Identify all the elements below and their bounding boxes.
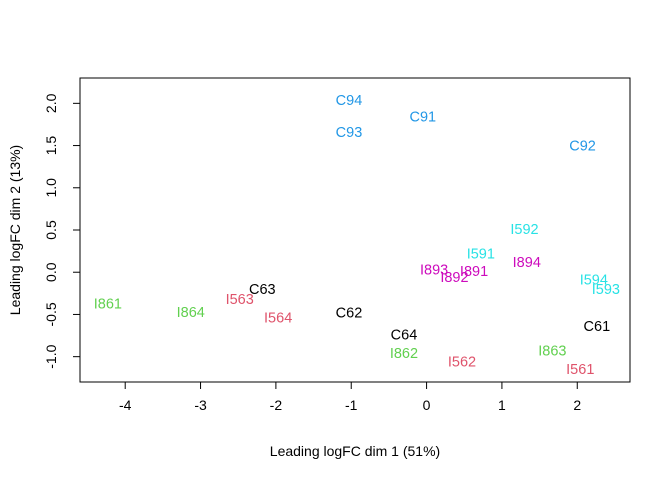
y-axis: -1.0 -0.5 0.0 0.5 1.0 1.5 2.0 [43,93,81,369]
y-tick-label: 0.5 [43,220,59,240]
point-label-c91: C91 [410,110,437,126]
point-label-c61: C61 [584,319,611,335]
point-label-i563: I563 [226,292,254,308]
y-tick-label: 0.0 [43,262,59,282]
point-label-i862: I862 [390,346,418,362]
y-axis-label: Leading logFC dim 2 (13%) [7,145,23,315]
x-tick-label: -3 [194,397,207,413]
x-axis: -4 -3 -2 -1 0 1 2 [119,381,581,413]
point-label-i561: I561 [566,362,594,378]
x-tick-label: 0 [423,397,431,413]
point-label-i893: I893 [420,263,448,279]
y-tick-label: 1.5 [43,136,59,156]
point-label-i891: I891 [460,264,488,280]
point-label-i861: I861 [94,296,122,312]
x-tick-label: -2 [270,397,283,413]
point-label-i591: I591 [467,246,495,262]
point-label-i564: I564 [264,311,292,327]
point-label-c62: C62 [336,306,363,322]
point-label-c93: C93 [336,125,363,141]
x-axis-label: Leading logFC dim 1 (51%) [270,443,440,459]
point-label-c94: C94 [336,93,363,109]
point-label-i593: I593 [592,282,620,298]
y-tick-label: 1.0 [43,178,59,198]
point-label-i864: I864 [177,305,205,321]
x-tick-label: 2 [573,397,581,413]
x-tick-label: 1 [498,397,506,413]
point-label-i562: I562 [448,355,476,371]
point-label-i863: I863 [538,344,566,360]
point-label-c64: C64 [391,328,418,344]
y-tick-label: -1.0 [43,344,59,368]
point-label-i592: I592 [510,222,538,238]
point-label-c92: C92 [569,138,596,154]
point-label-c63: C63 [249,282,276,298]
x-tick-label: -1 [345,397,358,413]
x-tick-label: -4 [119,397,132,413]
y-tick-label: -0.5 [43,302,59,326]
y-tick-label: 2.0 [43,93,59,113]
point-label-i892: I892 [440,270,468,286]
point-label-i894: I894 [513,255,541,271]
point-label-i594: I594 [580,273,608,289]
plot-frame [79,77,631,383]
